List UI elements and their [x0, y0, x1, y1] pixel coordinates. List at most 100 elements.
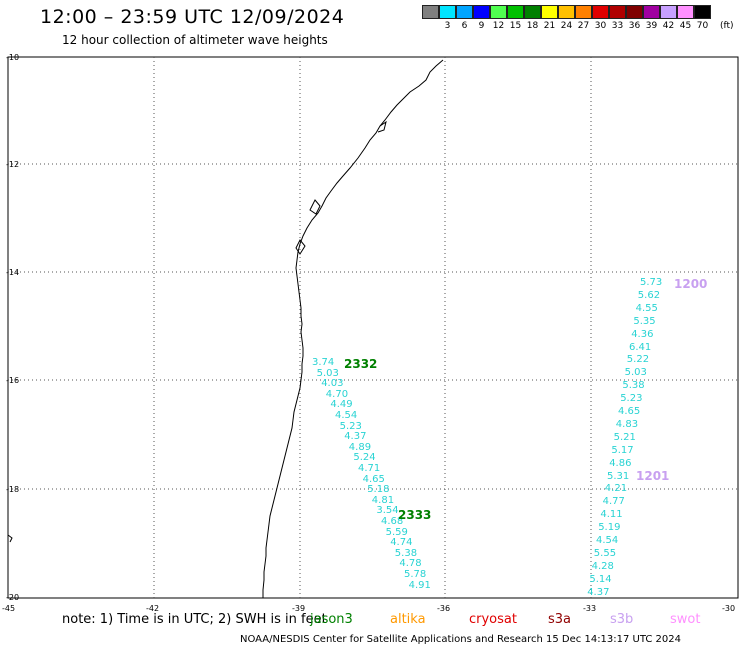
- wave-height-label: 4.86: [609, 457, 632, 469]
- lat-label: -14: [6, 268, 20, 277]
- wave-height-label: 4.78: [399, 558, 422, 570]
- wave-height-label: 5.23: [620, 393, 643, 405]
- color-scale-swatch: [524, 5, 541, 19]
- color-scale-swatch: [626, 5, 643, 19]
- color-scale-swatch: [439, 5, 456, 19]
- wave-height-label: 5.23: [339, 420, 362, 432]
- wave-height-label: 5.18: [367, 484, 390, 496]
- lon-label: -33: [583, 604, 597, 613]
- pass-label-2333: 2333: [398, 508, 432, 522]
- wave-height-label: 4.54: [596, 535, 619, 546]
- satellite-legend-altika: altika: [390, 612, 426, 627]
- wave-height-label: 4.89: [348, 441, 372, 453]
- color-scale-label: 42: [662, 21, 675, 31]
- color-scale-swatch: [422, 5, 439, 19]
- color-scale-label: 24: [560, 21, 573, 31]
- color-scale-swatch: [507, 5, 524, 19]
- wave-height-label: 5.73: [640, 277, 663, 288]
- wave-height-label: 4.03: [321, 378, 344, 390]
- footer-note: note: 1) Time is in UTC; 2) SWH is in fe…: [62, 612, 327, 627]
- wave-height-label: 4.21: [604, 483, 628, 495]
- wave-height-label: 4.83: [615, 418, 639, 430]
- color-scale-swatch: [660, 5, 677, 19]
- color-scale-swatch: [575, 5, 592, 19]
- satellite-legend-jason3: jason3: [310, 612, 353, 627]
- color-scale-labels: 3 6 9 12 15 18 21 24 27 30 33 36 39 42 45 70: [422, 21, 711, 31]
- map-title: 12:00 – 23:59 UTC 12/09/2024: [40, 6, 345, 28]
- color-scale-label: 18: [526, 21, 539, 31]
- wave-height-label: 4.70: [325, 388, 349, 400]
- color-scale-label: 15: [509, 21, 522, 31]
- color-scale-label: 30: [594, 21, 607, 31]
- color-scale-swatch: [643, 5, 660, 19]
- satellite-legend-s3b: s3b: [610, 612, 634, 627]
- wave-height-label: 4.65: [618, 406, 641, 417]
- wave-height-label: 5.19: [598, 522, 621, 534]
- coastline: [262, 59, 444, 598]
- pass-label-2332: 2332: [344, 357, 378, 371]
- wave-height-label: 4.74: [390, 537, 413, 549]
- color-scale-bar: [422, 5, 711, 19]
- wave-height-label: 5.35: [633, 315, 656, 327]
- color-scale-swatch: [490, 5, 507, 19]
- color-scale-swatch: [677, 5, 694, 19]
- color-scale-label: 39: [645, 21, 658, 31]
- color-scale-label: 36: [628, 21, 641, 31]
- lon-gridlines: [153, 57, 592, 598]
- wave-height-label: 5.22: [626, 354, 650, 366]
- color-scale-label: 33: [611, 21, 624, 31]
- wave-height-label: 5.24: [353, 452, 376, 464]
- color-scale-swatch: [558, 5, 575, 19]
- lon-label: -30: [722, 604, 736, 613]
- lon-label: -39: [292, 604, 306, 613]
- color-scale-label: 70: [696, 21, 709, 31]
- satellite-legend-swot: swot: [670, 612, 701, 627]
- lat-label: -12: [6, 160, 20, 169]
- color-scale-swatch: [694, 5, 711, 19]
- wave-height-label: 4.36: [631, 328, 654, 340]
- wave-height-label: 5.78: [404, 569, 427, 580]
- lat-label: -10: [6, 53, 20, 62]
- wave-height-label: 5.38: [622, 380, 645, 392]
- wave-height-label: 4.91: [408, 579, 431, 591]
- wave-height-label: 5.62: [637, 289, 661, 301]
- lat-gridlines: [8, 163, 738, 490]
- color-scale-swatch: [541, 5, 558, 19]
- lon-label: -36: [437, 604, 451, 613]
- color-scale-swatch: [473, 5, 490, 19]
- wave-height-label: 5.38: [394, 547, 418, 559]
- wave-height-label: 5.59: [385, 526, 408, 538]
- wave-height-label: 5.03: [624, 367, 647, 379]
- color-scale-label: 45: [679, 21, 692, 31]
- wave-height-label: 4.71: [358, 463, 381, 474]
- wave-height-label: 4.28: [591, 560, 614, 572]
- color-scale-label: 21: [543, 21, 556, 31]
- satellite-legend-s3a: s3a: [548, 612, 572, 627]
- wave-height-label: 5.21: [613, 431, 636, 443]
- wave-height-label: 5.31: [607, 470, 630, 482]
- wave-height-label: 4.65: [362, 473, 385, 485]
- footer-credit: NOAA/NESDIS Center for Satellite Applica…: [240, 634, 682, 645]
- wave-height-label: 5.17: [611, 444, 634, 456]
- wave-height-label: 5.14: [589, 573, 612, 585]
- wave-height-label: 3.54: [376, 505, 399, 517]
- color-scale-label: 6: [461, 21, 468, 31]
- lat-label: -20: [6, 593, 20, 602]
- wave-height-label: 4.37: [587, 586, 610, 598]
- wave-height-label: 4.68: [381, 516, 404, 527]
- wave-height-label: 6.41: [629, 341, 652, 353]
- map-subtitle: 12 hour collection of altimeter wave hei…: [62, 33, 328, 47]
- wave-height-label: 4.54: [335, 410, 358, 421]
- satellite-legend-cryosat: cryosat: [469, 612, 517, 627]
- wave-height-label: 5.55: [593, 547, 617, 559]
- lon-label: -45: [2, 604, 16, 613]
- lat-label: -18: [6, 485, 20, 494]
- plot-frame: [7, 56, 739, 599]
- wave-height-label: 4.11: [600, 509, 623, 521]
- color-scale-swatch: [609, 5, 626, 19]
- pass-label-1200: 1200: [674, 277, 708, 291]
- color-scale-label: 27: [577, 21, 590, 31]
- lon-label: -42: [146, 604, 160, 613]
- color-scale-swatch: [592, 5, 609, 19]
